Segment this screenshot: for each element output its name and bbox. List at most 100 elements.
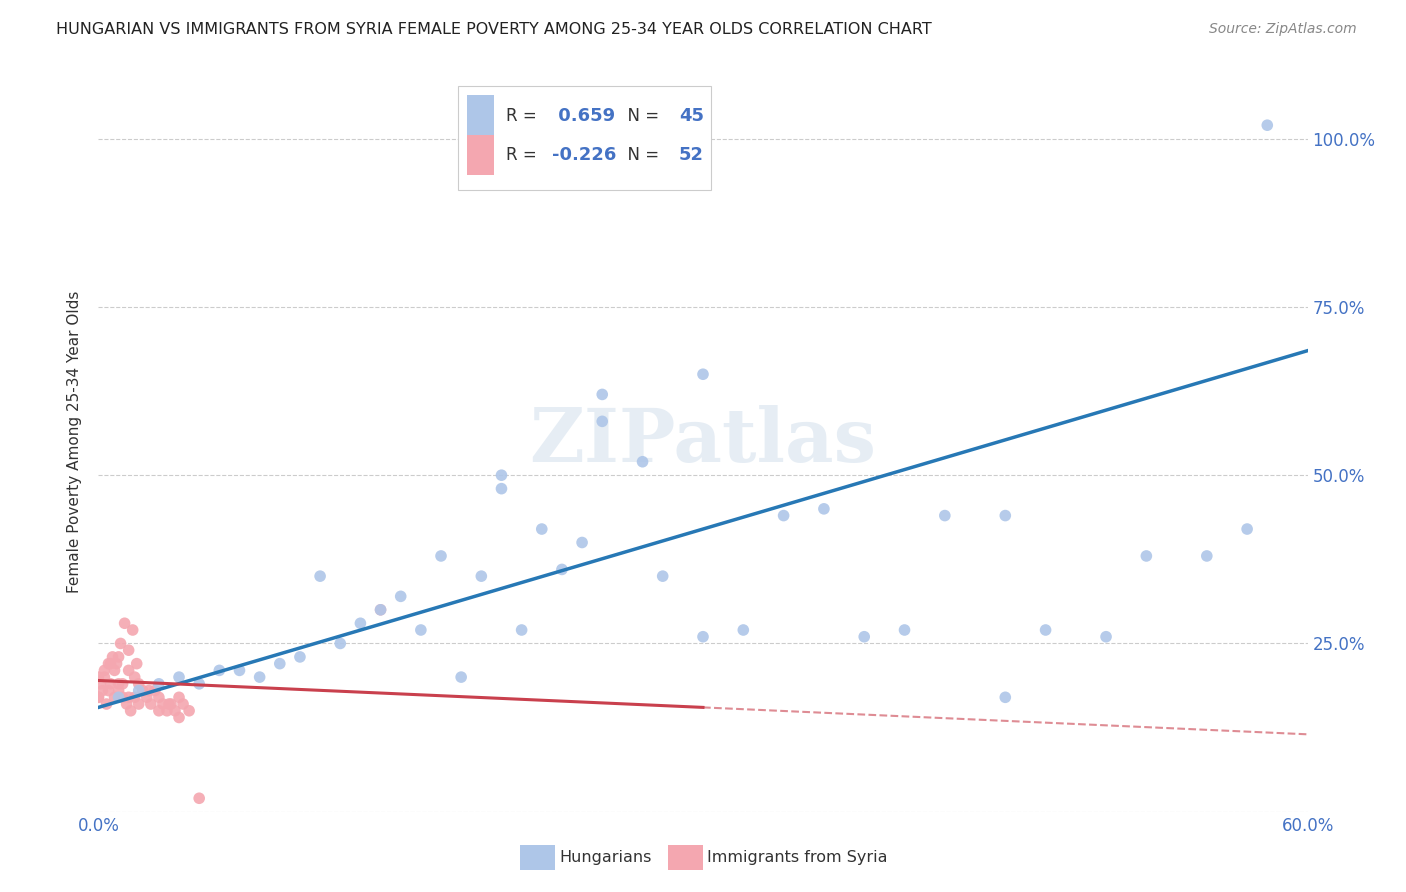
Text: 52: 52 — [679, 146, 704, 164]
Point — [157, 697, 180, 711]
Bar — [457, 87, 711, 190]
Text: 0.659: 0.659 — [551, 107, 614, 125]
Point — [148, 677, 170, 691]
Text: Immigrants from Syria: Immigrants from Syria — [707, 850, 887, 864]
Point — [128, 683, 150, 698]
Point — [124, 690, 146, 705]
Point — [692, 630, 714, 644]
Point — [1256, 118, 1278, 132]
Point — [651, 569, 673, 583]
Point — [125, 657, 148, 671]
Point — [571, 535, 593, 549]
Point — [167, 690, 190, 705]
Point — [156, 704, 179, 718]
Point — [100, 657, 122, 671]
Point — [551, 562, 574, 576]
Point — [148, 690, 170, 705]
Point — [772, 508, 794, 523]
Point — [87, 670, 110, 684]
Point — [115, 697, 138, 711]
Point — [101, 649, 124, 664]
Text: R =: R = — [506, 107, 541, 125]
Point — [470, 569, 492, 583]
Point — [107, 683, 129, 698]
Point — [89, 677, 111, 691]
Point — [1236, 522, 1258, 536]
Point — [309, 569, 332, 583]
Point — [96, 697, 118, 711]
Point — [139, 697, 162, 711]
Point — [510, 623, 533, 637]
Point — [118, 690, 141, 705]
Point — [591, 387, 613, 401]
Point — [128, 697, 150, 711]
Point — [118, 643, 141, 657]
Point — [100, 677, 122, 691]
Point — [152, 697, 174, 711]
Point — [97, 683, 120, 698]
Text: N =: N = — [617, 107, 665, 125]
Point — [692, 368, 714, 382]
Point — [148, 704, 170, 718]
Point — [813, 501, 835, 516]
Text: -0.226: -0.226 — [551, 146, 616, 164]
Point — [853, 630, 876, 644]
Point — [120, 704, 142, 718]
Point — [249, 670, 271, 684]
Bar — [467, 135, 494, 176]
Point — [269, 657, 291, 671]
Point — [349, 616, 371, 631]
Point — [87, 690, 110, 705]
Point — [1035, 623, 1057, 637]
Point — [87, 690, 110, 705]
Point — [370, 603, 392, 617]
Point — [97, 657, 120, 671]
Point — [1095, 630, 1118, 644]
Point — [107, 649, 129, 664]
Point — [91, 683, 114, 698]
Point — [491, 482, 513, 496]
Point — [188, 791, 211, 805]
Text: HUNGARIAN VS IMMIGRANTS FROM SYRIA FEMALE POVERTY AMONG 25-34 YEAR OLDS CORRELAT: HUNGARIAN VS IMMIGRANTS FROM SYRIA FEMAL… — [56, 22, 932, 37]
Text: 45: 45 — [679, 107, 704, 125]
Point — [994, 508, 1017, 523]
Text: Hungarians: Hungarians — [560, 850, 652, 864]
Point — [179, 704, 201, 718]
Point — [160, 697, 183, 711]
Point — [934, 508, 956, 523]
Point — [430, 549, 453, 563]
Point — [114, 616, 136, 631]
Point — [110, 636, 132, 650]
Point — [288, 649, 311, 664]
Point — [135, 690, 157, 705]
Point — [893, 623, 915, 637]
Point — [1135, 549, 1157, 563]
Text: N =: N = — [617, 146, 665, 164]
Y-axis label: Female Poverty Among 25-34 Year Olds: Female Poverty Among 25-34 Year Olds — [67, 291, 83, 592]
Bar — [467, 95, 494, 136]
Point — [103, 664, 125, 678]
Point — [105, 657, 128, 671]
Point — [138, 683, 160, 698]
Point — [491, 468, 513, 483]
Text: R =: R = — [506, 146, 541, 164]
Point — [118, 664, 141, 678]
Point — [208, 664, 231, 678]
Point — [450, 670, 472, 684]
Point — [530, 522, 553, 536]
Point — [409, 623, 432, 637]
Point — [124, 670, 146, 684]
Point — [103, 690, 125, 705]
Point — [111, 677, 134, 691]
Text: Source: ZipAtlas.com: Source: ZipAtlas.com — [1209, 22, 1357, 37]
Point — [994, 690, 1017, 705]
Point — [228, 664, 250, 678]
Point — [631, 455, 654, 469]
Point — [128, 677, 150, 691]
Point — [733, 623, 755, 637]
Point — [167, 670, 190, 684]
Point — [389, 590, 412, 604]
Point — [107, 677, 129, 691]
Point — [163, 704, 186, 718]
Point — [1195, 549, 1218, 563]
